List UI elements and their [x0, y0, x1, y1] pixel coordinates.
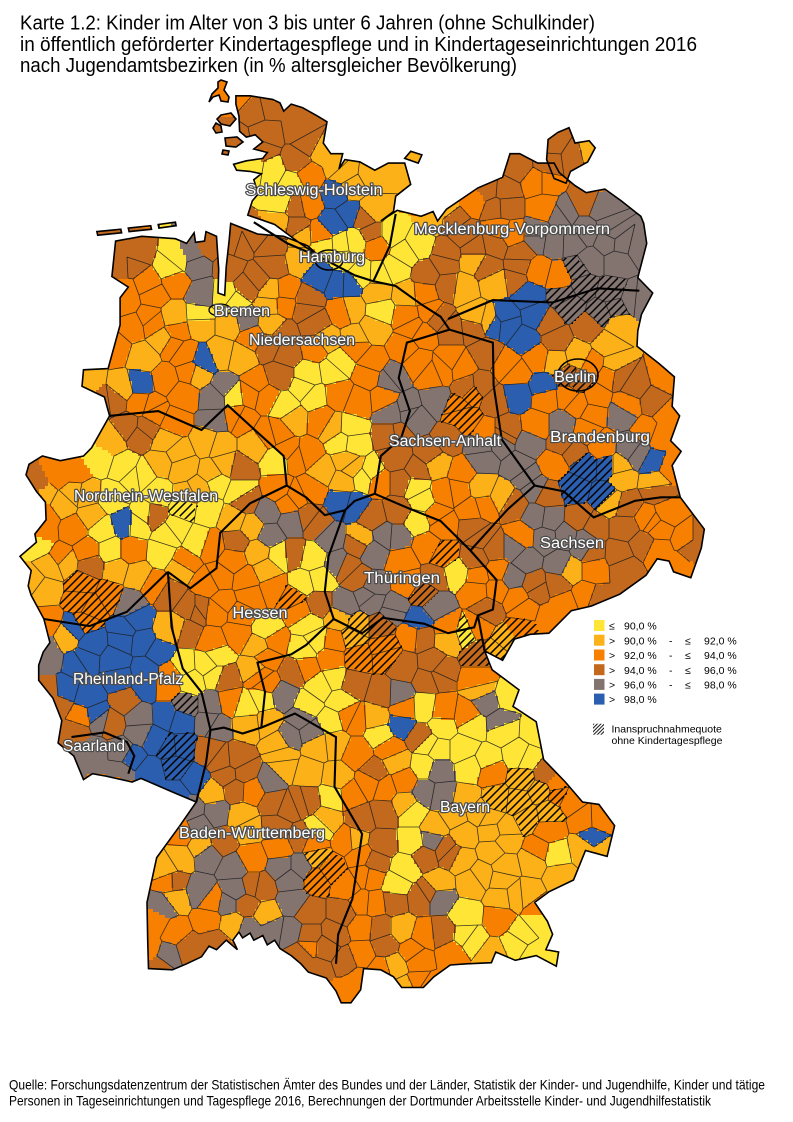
svg-text:Karte 1.2: Kinder im Alter von: Karte 1.2: Kinder im Alter von 3 bis unt…: [20, 13, 595, 35]
svg-text:96,0 %: 96,0 %: [624, 680, 657, 692]
svg-text:98,0 %: 98,0 %: [704, 680, 737, 692]
svg-text:Thüringen: Thüringen: [364, 570, 440, 587]
svg-text:Sachsen-Anhalt: Sachsen-Anhalt: [389, 433, 502, 450]
svg-text:Hessen: Hessen: [233, 605, 288, 622]
svg-text:ohne Kindertagespflege: ohne Kindertagespflege: [612, 735, 723, 747]
svg-text:92,0 %: 92,0 %: [624, 650, 657, 662]
svg-text:nach Jugendamtsbezirken (in %: nach Jugendamtsbezirken (in % altersglei…: [20, 55, 517, 77]
svg-text:Hamburg: Hamburg: [299, 249, 365, 266]
svg-text:>: >: [609, 650, 615, 662]
svg-text:Quelle: Forschungsdatenzentrum: Quelle: Forschungsdatenzentrum der Stati…: [9, 1077, 765, 1093]
svg-text:in öffentlich geförderter Kind: in öffentlich geförderter Kindertagespfl…: [20, 34, 697, 56]
svg-text:Personen in Tageseinrichtungen: Personen in Tageseinrichtungen und Tages…: [9, 1093, 712, 1109]
svg-text:>: >: [609, 665, 615, 677]
svg-text:≤: ≤: [685, 680, 691, 692]
svg-text:≤: ≤: [685, 635, 691, 647]
svg-text:-: -: [669, 680, 673, 692]
svg-text:Niedersachsen: Niedersachsen: [249, 332, 355, 349]
svg-text:-: -: [669, 635, 673, 647]
svg-text:Sachsen: Sachsen: [540, 535, 604, 552]
svg-text:Nordrhein-Westfalen: Nordrhein-Westfalen: [74, 488, 218, 505]
svg-text:-: -: [669, 665, 673, 677]
svg-text:Inanspruchnahmequote: Inanspruchnahmequote: [612, 724, 722, 736]
svg-text:Baden-Württemberg: Baden-Württemberg: [179, 825, 325, 842]
svg-text:≤: ≤: [685, 665, 691, 677]
svg-text:98,0 %: 98,0 %: [624, 694, 657, 706]
svg-text:Mecklenburg-Vorpommern: Mecklenburg-Vorpommern: [414, 221, 610, 238]
svg-text:-: -: [669, 650, 673, 662]
svg-text:Brandenburg: Brandenburg: [550, 429, 650, 446]
svg-text:Berlin: Berlin: [554, 369, 596, 386]
svg-text:>: >: [609, 635, 615, 647]
svg-text:90,0 %: 90,0 %: [624, 635, 657, 647]
svg-text:90,0 %: 90,0 %: [624, 621, 657, 633]
svg-text:Schleswig-Holstein: Schleswig-Holstein: [246, 182, 383, 199]
svg-text:Bremen: Bremen: [214, 303, 270, 320]
svg-text:94,0 %: 94,0 %: [704, 650, 737, 662]
svg-text:>: >: [609, 680, 615, 692]
svg-text:Saarland: Saarland: [63, 738, 125, 755]
svg-text:92,0 %: 92,0 %: [704, 635, 737, 647]
svg-text:Rheinland-Pfalz: Rheinland-Pfalz: [73, 671, 183, 688]
svg-text:96,0 %: 96,0 %: [704, 665, 737, 677]
svg-text:>: >: [609, 694, 615, 706]
svg-text:≤: ≤: [609, 621, 615, 633]
svg-text:94,0 %: 94,0 %: [624, 665, 657, 677]
svg-text:≤: ≤: [685, 650, 691, 662]
svg-text:Bayern: Bayern: [440, 799, 490, 816]
